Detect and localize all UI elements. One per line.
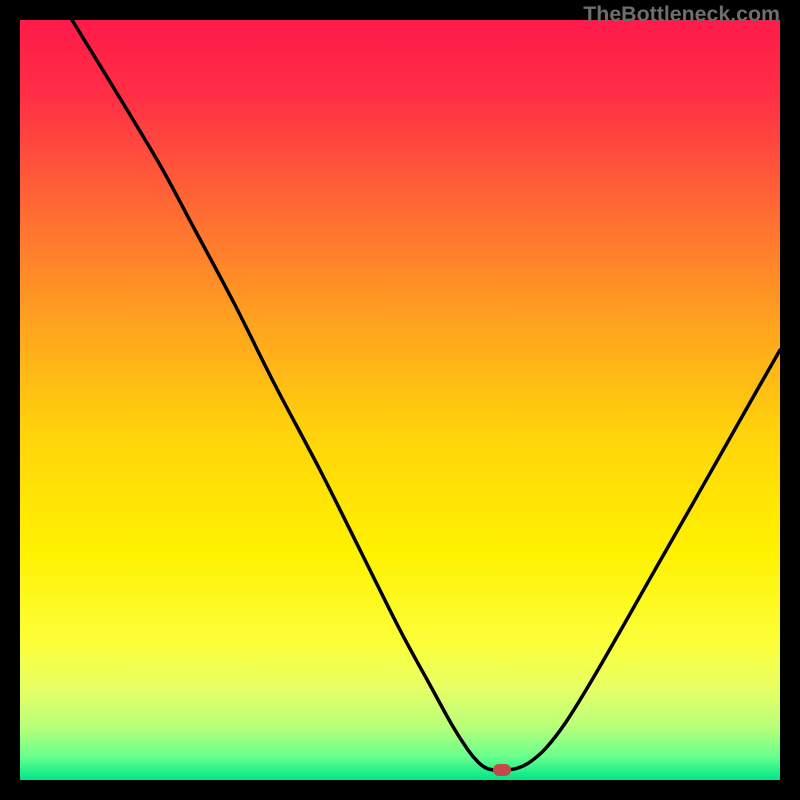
optimal-marker (493, 764, 511, 776)
plot-area (20, 20, 780, 780)
curve-layer (20, 20, 780, 780)
attribution-label: TheBottleneck.com (583, 2, 780, 27)
bottleneck-curve (72, 20, 780, 770)
